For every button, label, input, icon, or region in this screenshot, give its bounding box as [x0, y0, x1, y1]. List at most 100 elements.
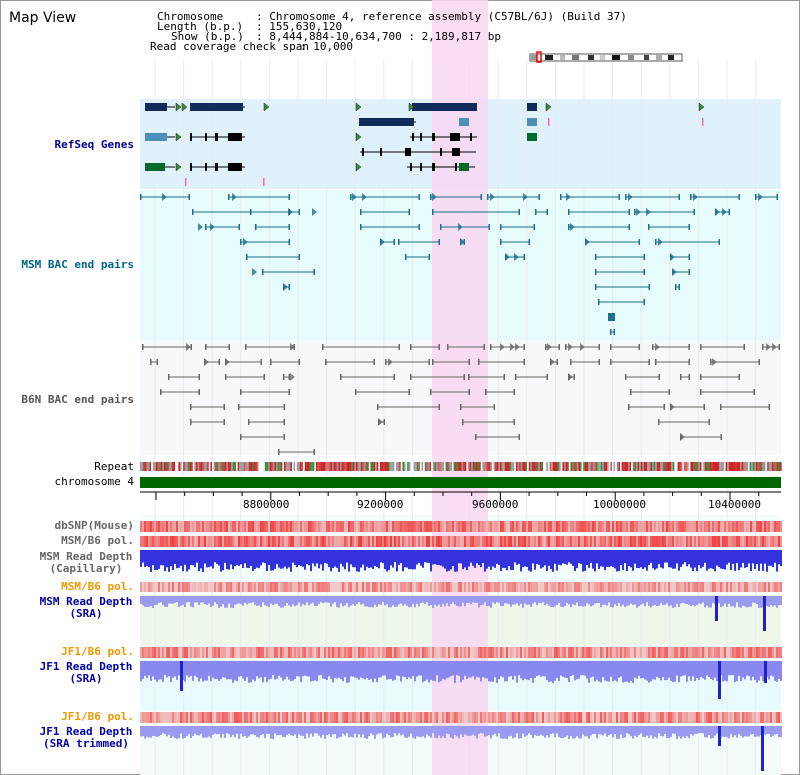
repeat-segment: [733, 462, 736, 471]
polymorphism-cell: [626, 712, 628, 723]
polymorphism-cell: [308, 521, 310, 532]
read-depth-bar: [190, 726, 192, 739]
polymorphism-cell: [174, 712, 176, 723]
polymorphism-cell: [606, 712, 608, 723]
read-depth-bar: [618, 661, 620, 678]
polymorphism-cell: [362, 521, 364, 532]
refseq-genes-label[interactable]: RefSeq Genes: [54, 138, 134, 151]
repeat-segment: [268, 462, 270, 471]
polymorphism-cell: [394, 536, 396, 547]
read-depth-bar: [678, 726, 680, 737]
polymorphism-cell: [240, 521, 242, 532]
read-depth-bar: [608, 596, 610, 603]
read-depth-bar: [670, 726, 672, 737]
polymorphism-cell: [408, 536, 410, 547]
polymorphism-cell: [536, 712, 538, 723]
read-depth-bar: [156, 596, 158, 605]
bac-end-tick: [447, 344, 449, 350]
read-depth-bar: [290, 596, 292, 607]
polymorphism-cell: [450, 536, 452, 547]
polymorphism-cell: [270, 647, 272, 658]
read-depth-bar: [630, 726, 632, 737]
read-depth-bar: [328, 726, 330, 735]
read-depth-bar: [580, 596, 582, 606]
polymorphism-cell: [548, 712, 550, 723]
polymorphism-cell: [452, 582, 454, 592]
polymorphism-cell: [690, 647, 692, 658]
polymorphism-cell: [490, 521, 492, 532]
bac-end-tick: [288, 239, 290, 245]
msm-read-depth-sra-label[interactable]: MSM Read Depth (SRA): [31, 596, 141, 620]
read-depth-bar: [328, 661, 330, 677]
polymorphism-cell: [412, 582, 414, 592]
repeat-segment: [767, 462, 769, 471]
polymorphism-cell: [176, 536, 178, 547]
polymorphism-cell: [710, 521, 712, 532]
polymorphism-cell: [148, 521, 150, 532]
repeat-segment: [191, 462, 193, 471]
polymorphism-cell: [532, 647, 534, 658]
dbsnp-label[interactable]: dbSNP(Mouse): [54, 519, 134, 532]
polymorphism-cell: [738, 712, 740, 723]
polymorphism-cell: [382, 521, 384, 532]
repeat-segment: [580, 462, 582, 471]
msm-b6-pol-sra-label[interactable]: MSM/B6 pol.: [61, 580, 134, 593]
jf1-b6-pol-trimmed-label[interactable]: JF1/B6 pol.: [61, 710, 134, 723]
read-depth-bar: [196, 661, 198, 678]
repeat-segment: [756, 462, 758, 471]
jf1-read-depth-label[interactable]: JF1 Read Depth (SRA): [31, 661, 141, 685]
msm-bac-end-pairs-label[interactable]: MSM BAC end pairs: [21, 258, 134, 271]
polymorphism-cell: [248, 521, 250, 532]
msm-read-depth-capillary-label[interactable]: MSM Read Depth (Capillary): [31, 551, 141, 575]
polymorphism-cell: [152, 647, 154, 658]
jf1-b6-pol-label[interactable]: JF1/B6 pol.: [61, 645, 134, 658]
polymorphism-cell: [638, 582, 640, 592]
polymorphism-cell: [740, 647, 742, 658]
polymorphism-cell: [350, 582, 352, 592]
read-depth-bar: [628, 596, 630, 606]
polymorphism-cell: [546, 536, 548, 547]
read-depth-bar: [694, 726, 696, 735]
read-depth-bar: [596, 726, 598, 739]
read-depth-bar: [170, 550, 172, 567]
repeat-segment: [616, 462, 619, 471]
polymorphism-cell: [560, 521, 562, 532]
polymorphism-cell: [676, 536, 678, 547]
jf1-read-depth-trimmed-label[interactable]: JF1 Read Depth (SRA trimmed): [31, 726, 141, 750]
read-depth-bar: [750, 726, 752, 735]
read-depth-bar: [324, 550, 326, 563]
polymorphism-cell: [616, 647, 618, 658]
repeat-segment: [154, 462, 156, 471]
read-depth-bar: [148, 596, 150, 607]
polymorphism-cell: [588, 536, 590, 547]
polymorphism-cell: [772, 536, 774, 547]
polymorphism-cell: [368, 647, 370, 658]
polymorphism-cell: [652, 712, 654, 723]
repeat-label[interactable]: Repeat: [94, 460, 134, 473]
read-depth-bar: [460, 550, 462, 564]
bac-end-tick: [288, 389, 290, 395]
repeat-segment: [290, 462, 292, 471]
read-depth-bar: [318, 661, 320, 676]
polymorphism-cell: [556, 582, 558, 592]
bac-end-tick: [385, 359, 387, 365]
msm-b6-pol-label[interactable]: MSM/B6 pol.: [61, 534, 134, 547]
read-depth-bar: [512, 726, 514, 739]
read-depth-bar: [492, 661, 494, 682]
read-depth-bar: [378, 726, 380, 734]
repeat-segment: [586, 462, 588, 471]
read-depth-bar: [166, 661, 168, 678]
bac-end-tick: [160, 389, 162, 395]
read-depth-bar: [436, 550, 438, 565]
read-depth-bar: [348, 596, 350, 608]
repeat-segment: [660, 462, 662, 471]
repeat-segment: [357, 462, 360, 471]
b6n-bac-end-pairs-label[interactable]: B6N BAC end pairs: [21, 393, 134, 406]
read-depth-bar: [458, 596, 460, 607]
polymorphism-cell: [480, 712, 482, 723]
polymorphism-cell: [446, 521, 448, 532]
polymorphism-cell: [394, 521, 396, 532]
polymorphism-cell: [450, 521, 452, 532]
read-depth-bar: [198, 550, 200, 572]
